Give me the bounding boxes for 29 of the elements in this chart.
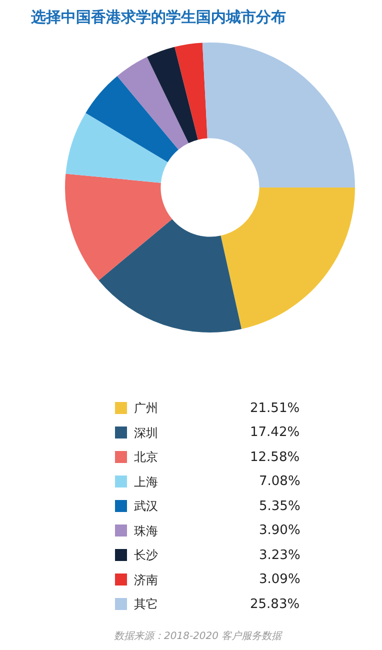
legend-label: 珠海	[134, 524, 158, 538]
donut-slice	[66, 112, 168, 183]
data-label: 7.08%	[259, 474, 300, 489]
legend-label: 济南	[134, 573, 158, 587]
donut-slice	[202, 42, 355, 188]
donut-slice	[174, 42, 208, 140]
data-label: 3.90%	[259, 523, 300, 538]
legend-label: 其它	[134, 597, 158, 611]
data-label: 3.23%	[259, 548, 300, 563]
donut-slice	[147, 46, 198, 144]
chart-title: 选择中国香港求学的学生国内城市分布	[30, 8, 286, 26]
legend-label: 北京	[134, 450, 158, 464]
legend-label: 上海	[134, 475, 158, 489]
donut-slice	[98, 219, 242, 332]
data-label: 12.58%	[250, 450, 300, 465]
donut-slice	[65, 174, 172, 280]
source-note: 数据来源：2018-2020 客户服务数据	[114, 630, 283, 642]
donut-slice	[86, 76, 178, 162]
data-label: 25.83%	[250, 597, 300, 612]
legend-label: 深圳	[134, 426, 158, 440]
data-label: 5.35%	[259, 499, 300, 514]
legend-label: 武汉	[134, 499, 158, 513]
legend-label: 长沙	[134, 548, 158, 562]
data-label: 17.42%	[250, 425, 300, 440]
donut-slice	[117, 56, 189, 150]
data-label: 3.09%	[259, 572, 300, 587]
donut-slice	[220, 188, 355, 330]
legend-label: 广州	[134, 401, 158, 415]
data-label: 21.51%	[250, 401, 300, 416]
